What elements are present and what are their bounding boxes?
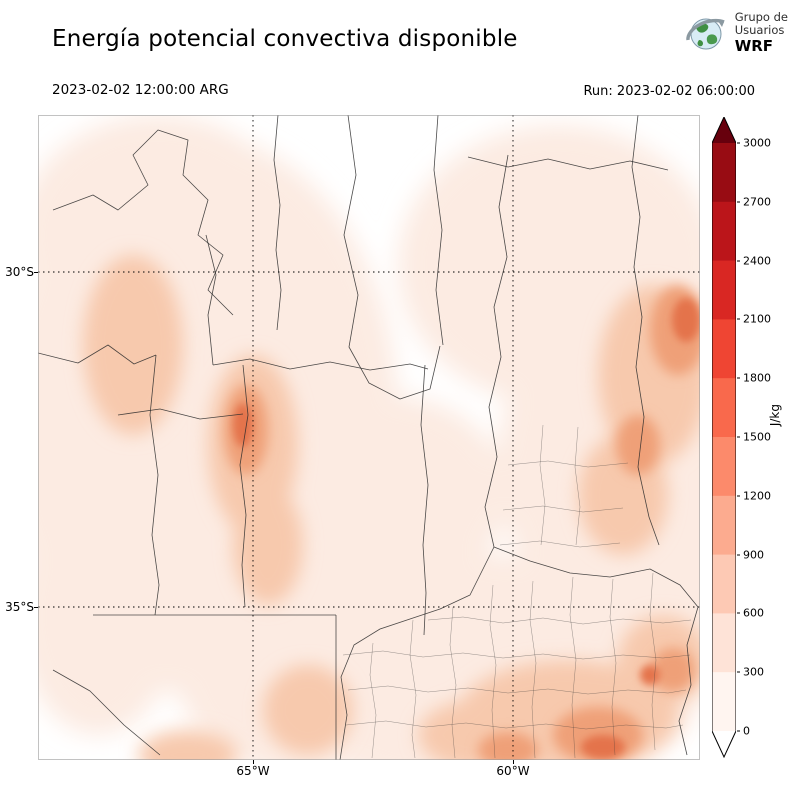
lon-tickmark-65w	[253, 760, 254, 764]
lat-tick-30s: 30°S	[5, 265, 34, 279]
colorbar-tick-1200: 1200	[737, 489, 771, 502]
colorbar-tick-2700: 2700	[737, 195, 771, 208]
colorbar-bin	[712, 672, 736, 732]
logo-line-2: Usuarios	[734, 23, 785, 38]
lon-tickmark-60w	[513, 760, 514, 764]
colorbar-bin	[712, 554, 736, 614]
logo-text: Grupo de Usuarios WRF	[734, 10, 788, 55]
colorbar-bin	[712, 260, 736, 320]
colorbar-bin	[712, 143, 736, 203]
logo-line-1: Grupo de	[734, 10, 788, 25]
run-time-label: Run: 2023-02-02 06:00:00	[583, 84, 755, 99]
map-frame	[38, 115, 700, 760]
colorbar-bin	[712, 495, 736, 556]
valid-time-label: 2023-02-02 12:00:00 ARG	[52, 82, 229, 98]
colorbar-tick-300: 300	[737, 666, 764, 679]
page-title: Energía potencial convectiva disponible	[52, 26, 518, 52]
colorbar-ticks: 3000 2700 2400 2100 1800 1500 1200 900 600 300 0	[737, 117, 783, 758]
colorbar-tick-1500: 1500	[737, 431, 771, 444]
colorbar-bin	[712, 437, 736, 497]
colorbar-tick-2400: 2400	[737, 254, 771, 267]
colorbar-bin	[712, 378, 736, 438]
colorbar-tick-600: 600	[737, 607, 764, 620]
colorbar-tick-2100: 2100	[737, 313, 771, 326]
department-boundaries-mesh	[342, 424, 692, 759]
lat-tickmark-30s	[34, 272, 38, 273]
colorbar-bin	[712, 613, 736, 673]
lat-tick-35s: 35°S	[5, 600, 34, 614]
gridlines	[38, 115, 700, 760]
colorbar-tick-0: 0	[737, 725, 750, 738]
colorbar-tick-3000: 3000	[737, 137, 771, 150]
colorbar-under-arrow	[712, 731, 736, 757]
colorbar-tick-900: 900	[737, 548, 764, 561]
colorbar-unit-label: J/kg	[768, 404, 782, 427]
colorbar-bin	[712, 201, 736, 262]
colorbar-tick-1800: 1800	[737, 372, 771, 385]
lon-tick-65w: 65°W	[236, 764, 270, 778]
logo-wrf: WRF	[734, 36, 774, 55]
colorbar-over-arrow	[712, 117, 736, 143]
colorbar-svg	[711, 115, 737, 759]
wrf-users-logo: Grupo de Usuarios WRF	[683, 10, 788, 56]
cape-field-svg	[38, 115, 700, 760]
cape-map	[38, 115, 700, 760]
lat-tickmark-35s	[34, 607, 38, 608]
lon-tick-60w: 60°W	[496, 764, 530, 778]
globe-icon	[685, 18, 725, 50]
colorbar-bin	[712, 319, 736, 379]
province-boundaries	[38, 115, 699, 760]
colorbar	[711, 115, 737, 759]
